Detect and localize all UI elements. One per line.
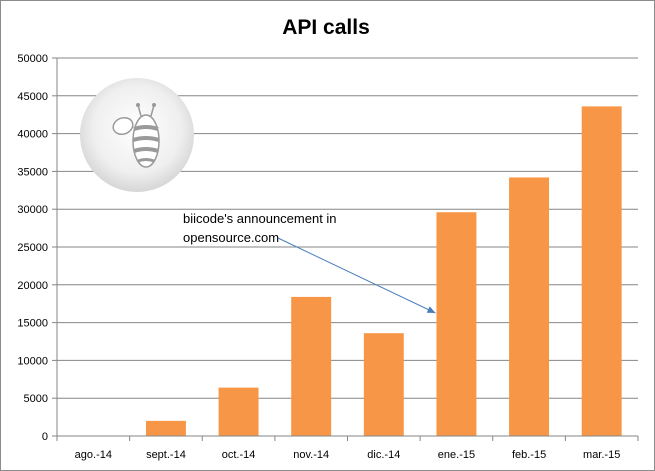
x-tick-label: ago.-14 xyxy=(75,449,112,461)
bee-logo xyxy=(80,78,194,192)
x-axis: ago.-14 sept.-14 oct.-14 nov.-14 dic.-14 ene.… xyxy=(56,435,639,461)
x-tick-label: dic.-14 xyxy=(367,449,400,461)
y-tick-label: 5000 xyxy=(24,393,48,405)
x-tick-label: feb.-15 xyxy=(512,449,546,461)
bar xyxy=(509,177,550,436)
y-axis: 0 5000 10000 15000 20000 25000 30000 35000 40000… xyxy=(17,53,58,443)
bar xyxy=(436,212,477,436)
y-tick-label: 35000 xyxy=(17,166,48,178)
bar xyxy=(581,106,622,436)
annotation-line-2: opensource.com xyxy=(183,230,279,245)
y-tick-label: 50000 xyxy=(17,53,48,65)
y-tick-label: 30000 xyxy=(17,204,48,216)
x-tick-label: nov.-14 xyxy=(293,449,329,461)
annotation-line-1: biicode's announcement in xyxy=(183,211,337,226)
y-tick-label: 20000 xyxy=(17,280,48,292)
y-tick-label: 45000 xyxy=(17,91,48,103)
x-tick-label: ene.-15 xyxy=(438,449,475,461)
bars xyxy=(145,106,622,436)
y-tick-label: 10000 xyxy=(17,355,48,367)
bar xyxy=(291,296,332,436)
bar xyxy=(218,387,259,436)
bar xyxy=(363,333,404,436)
y-tick-label: 15000 xyxy=(17,318,48,330)
bar xyxy=(145,420,186,436)
x-tick-label: sept.-14 xyxy=(146,449,186,461)
y-tick-label: 40000 xyxy=(17,129,48,141)
y-tick-label: 25000 xyxy=(17,242,48,254)
annotation-arrowhead xyxy=(426,306,436,313)
annotation-arrow xyxy=(277,237,436,314)
y-tick-label: 0 xyxy=(42,431,48,443)
x-tick-label: oct.-14 xyxy=(222,449,256,461)
chart-title: API calls xyxy=(282,16,370,39)
x-tick-label: mar.-15 xyxy=(583,449,620,461)
announcement-annotation: biicode's announcement in opensource.com xyxy=(183,211,436,314)
bee-icon xyxy=(112,103,160,168)
